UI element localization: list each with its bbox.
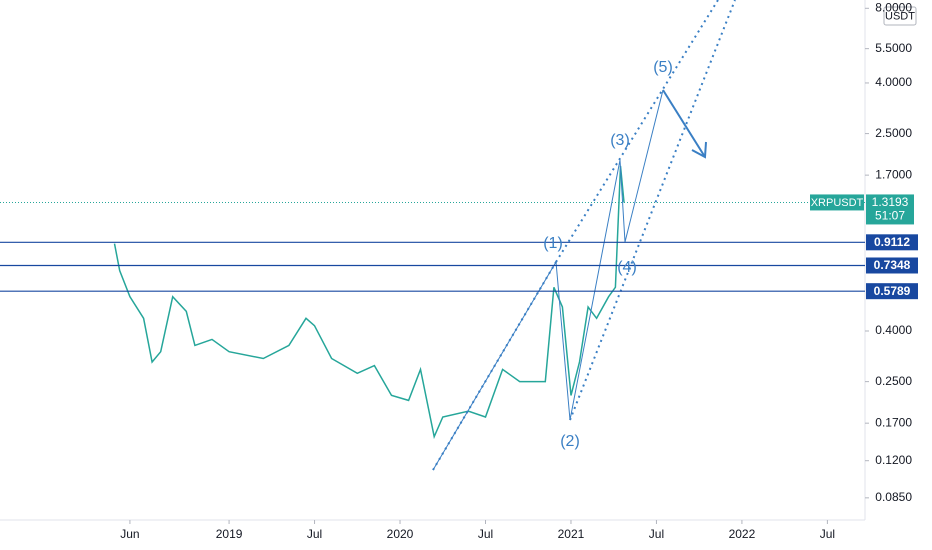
y-tick-label: 2.5000	[875, 126, 912, 140]
level-tag	[866, 234, 918, 251]
channel-line	[432, 261, 557, 471]
y-tick-label: 0.1700	[875, 415, 912, 429]
x-tick-label: Jul	[649, 527, 664, 541]
level-tag	[866, 257, 918, 274]
countdown: 51:07	[875, 209, 905, 223]
price-tag-label: 1.3193	[872, 195, 909, 209]
arrow-head	[691, 141, 707, 159]
wave-label: (4)	[617, 259, 637, 276]
currency: USDT	[885, 10, 915, 22]
elliott-drawing	[432, 0, 736, 471]
y-tick-label: 1.7000	[875, 167, 912, 181]
price-tag	[866, 194, 914, 225]
x-tick-label: 2022	[729, 527, 756, 541]
arrow-shaft	[662, 89, 706, 158]
x-tick-label: 2019	[216, 527, 243, 541]
level-tag-label: 0.5789	[874, 284, 911, 298]
wave-label: (3)	[610, 132, 630, 149]
y-tick-label: 0.4000	[875, 323, 912, 337]
x-tick-label: Jul	[478, 527, 493, 541]
plot	[113, 165, 625, 440]
level-tag-label: 0.9112	[874, 235, 910, 249]
y-tick-label: 5.5000	[875, 41, 912, 55]
wave-label: (5)	[653, 59, 673, 76]
level-tag-label: 0.7348	[874, 258, 911, 272]
level-tag	[866, 283, 918, 300]
wave-label: (2)	[560, 433, 580, 450]
currency-badge[interactable]	[883, 6, 917, 26]
symbol-label: XRPUSDT	[811, 197, 864, 209]
y-tick-label: 8.0000	[875, 0, 912, 14]
y-tick-label: 0.1200	[875, 453, 912, 467]
y-tick-label: 0.2500	[875, 374, 912, 388]
y-tick-label: 4.0000	[875, 75, 912, 89]
x-tick-label: Jul	[820, 527, 835, 541]
wave-line	[432, 89, 664, 471]
x-tick-label: 2021	[558, 527, 585, 541]
price-line	[113, 165, 625, 440]
x-tick-label: 2020	[387, 527, 414, 541]
symbol-tag	[810, 194, 864, 211]
y-tick-label: 0.0850	[875, 490, 912, 504]
x-tick-label: Jun	[120, 527, 139, 541]
x-tick-label: Jul	[307, 527, 322, 541]
wave-label: (1)	[543, 235, 563, 252]
